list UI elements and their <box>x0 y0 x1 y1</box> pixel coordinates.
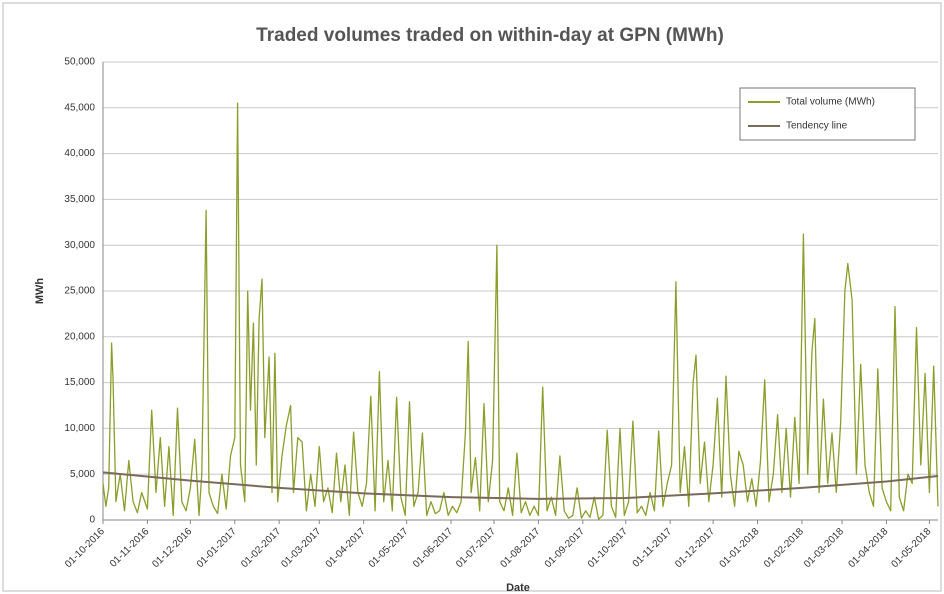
y-tick-label: 15,000 <box>64 377 95 388</box>
x-axis-title: Date <box>506 582 530 594</box>
y-tick-label: 10,000 <box>64 423 95 434</box>
y-tick-label: 40,000 <box>64 148 95 159</box>
y-tick-label: 50,000 <box>64 57 95 68</box>
legend-label: Total volume (MWh) <box>786 97 875 108</box>
legend-box <box>739 87 916 141</box>
y-tick-label: 20,000 <box>64 331 95 342</box>
legend-label: Tendency line <box>786 121 848 132</box>
y-tick-label: 45,000 <box>64 102 95 113</box>
y-tick-label: 5,000 <box>70 469 95 480</box>
y-tick-label: 0 <box>89 515 95 526</box>
y-tick-label: 25,000 <box>64 286 95 297</box>
y-axis-title: MWh <box>34 278 46 305</box>
y-tick-label: 35,000 <box>64 194 95 205</box>
y-tick-label: 30,000 <box>64 240 95 251</box>
volume-line <box>102 102 939 520</box>
tendency-line <box>102 471 939 500</box>
chart-title: Traded volumes traded on within-day at G… <box>256 25 724 46</box>
